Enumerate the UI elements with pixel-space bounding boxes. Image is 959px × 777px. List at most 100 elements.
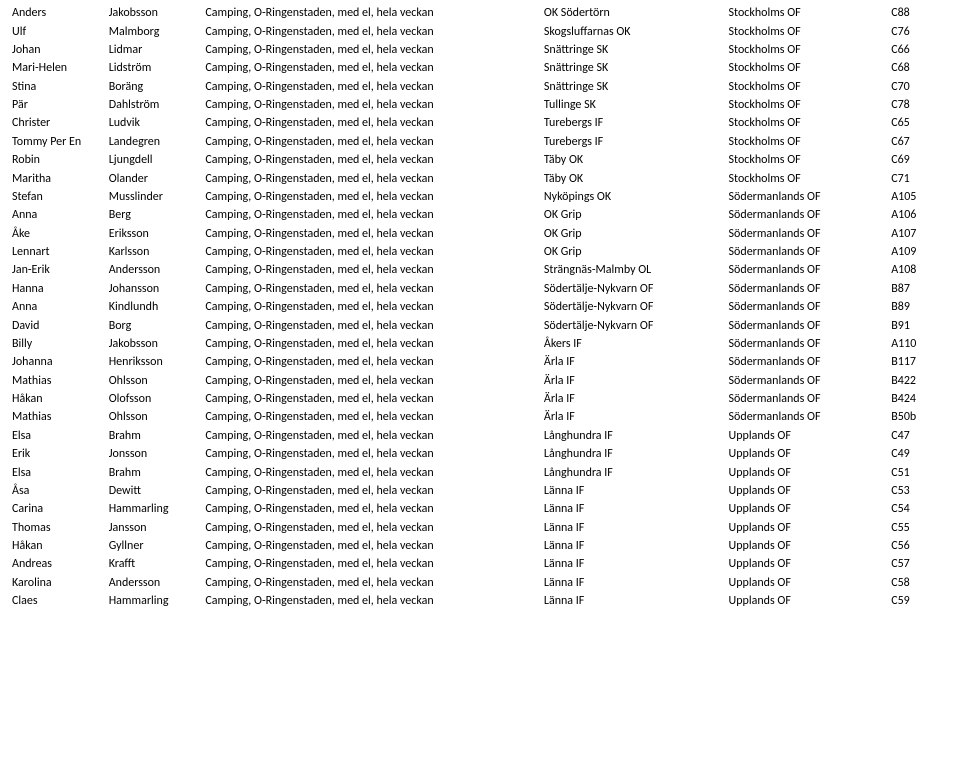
cell-description: Camping, O-Ringenstaden, med el, hela ve…: [201, 390, 540, 408]
cell-code: B87: [887, 280, 951, 298]
cell-description: Camping, O-Ringenstaden, med el, hela ve…: [201, 519, 540, 537]
cell-last-name: Olofsson: [105, 390, 202, 408]
cell-district: Upplands OF: [725, 445, 888, 463]
table-row: AnnaBergCamping, O-Ringenstaden, med el,…: [8, 206, 951, 224]
cell-code: C71: [887, 169, 951, 187]
cell-description: Camping, O-Ringenstaden, med el, hela ve…: [201, 372, 540, 390]
cell-district: Stockholms OF: [725, 22, 888, 40]
cell-description: Camping, O-Ringenstaden, med el, hela ve…: [201, 574, 540, 592]
cell-club: Långhundra IF: [540, 427, 725, 445]
cell-code: C68: [887, 59, 951, 77]
cell-district: Upplands OF: [725, 519, 888, 537]
cell-description: Camping, O-Ringenstaden, med el, hela ve…: [201, 592, 540, 610]
cell-club: Långhundra IF: [540, 445, 725, 463]
table-row: ÅkeErikssonCamping, O-Ringenstaden, med …: [8, 225, 951, 243]
cell-code: C88: [887, 4, 951, 22]
cell-district: Stockholms OF: [725, 78, 888, 96]
cell-first-name: Thomas: [8, 519, 105, 537]
cell-first-name: Mari-Helen: [8, 59, 105, 77]
cell-club: OK Grip: [540, 225, 725, 243]
cell-club: Länna IF: [540, 537, 725, 555]
cell-club: Strängnäs-Malmby OL: [540, 261, 725, 279]
cell-code: C58: [887, 574, 951, 592]
cell-description: Camping, O-Ringenstaden, med el, hela ve…: [201, 78, 540, 96]
cell-first-name: Johan: [8, 41, 105, 59]
cell-code: C70: [887, 78, 951, 96]
cell-district: Stockholms OF: [725, 133, 888, 151]
table-row: DavidBorgCamping, O-Ringenstaden, med el…: [8, 316, 951, 334]
cell-district: Södermanlands OF: [725, 372, 888, 390]
cell-district: Upplands OF: [725, 463, 888, 481]
cell-club: Ärla IF: [540, 390, 725, 408]
cell-club: Södertälje-Nykvarn OF: [540, 280, 725, 298]
cell-club: OK Grip: [540, 206, 725, 224]
cell-club: Ärla IF: [540, 372, 725, 390]
cell-club: OK Grip: [540, 243, 725, 261]
cell-last-name: Gyllner: [105, 537, 202, 555]
cell-district: Stockholms OF: [725, 4, 888, 22]
cell-district: Södermanlands OF: [725, 243, 888, 261]
cell-district: Södermanlands OF: [725, 261, 888, 279]
cell-code: C56: [887, 537, 951, 555]
cell-first-name: Carina: [8, 500, 105, 518]
cell-code: A110: [887, 335, 951, 353]
cell-district: Södermanlands OF: [725, 225, 888, 243]
cell-district: Stockholms OF: [725, 114, 888, 132]
table-row: StefanMusslinderCamping, O-Ringenstaden,…: [8, 188, 951, 206]
table-row: ElsaBrahmCamping, O-Ringenstaden, med el…: [8, 427, 951, 445]
cell-first-name: Elsa: [8, 463, 105, 481]
cell-district: Södermanlands OF: [725, 316, 888, 334]
table-row: HåkanOlofssonCamping, O-Ringenstaden, me…: [8, 390, 951, 408]
cell-last-name: Ljungdell: [105, 151, 202, 169]
table-row: PärDahlströmCamping, O-Ringenstaden, med…: [8, 96, 951, 114]
cell-code: B424: [887, 390, 951, 408]
cell-club: OK Södertörn: [540, 4, 725, 22]
cell-first-name: Claes: [8, 592, 105, 610]
cell-first-name: Lennart: [8, 243, 105, 261]
cell-first-name: Johanna: [8, 353, 105, 371]
cell-club: Södertälje-Nykvarn OF: [540, 298, 725, 316]
cell-first-name: Anna: [8, 298, 105, 316]
cell-district: Upplands OF: [725, 482, 888, 500]
cell-club: Skogsluffarnas OK: [540, 22, 725, 40]
table-row: Tommy Per EnLandegrenCamping, O-Ringenst…: [8, 133, 951, 151]
cell-club: Ärla IF: [540, 353, 725, 371]
table-row: ThomasJanssonCamping, O-Ringenstaden, me…: [8, 519, 951, 537]
cell-club: Länna IF: [540, 574, 725, 592]
cell-first-name: Mathias: [8, 372, 105, 390]
cell-district: Södermanlands OF: [725, 298, 888, 316]
table-row: StinaBorängCamping, O-Ringenstaden, med …: [8, 78, 951, 96]
table-row: AndreasKrafftCamping, O-Ringenstaden, me…: [8, 555, 951, 573]
cell-description: Camping, O-Ringenstaden, med el, hela ve…: [201, 151, 540, 169]
cell-club: Länna IF: [540, 555, 725, 573]
table-row: ChristerLudvikCamping, O-Ringenstaden, m…: [8, 114, 951, 132]
cell-first-name: Maritha: [8, 169, 105, 187]
cell-code: C49: [887, 445, 951, 463]
cell-first-name: Christer: [8, 114, 105, 132]
cell-first-name: Andreas: [8, 555, 105, 573]
cell-last-name: Andersson: [105, 574, 202, 592]
cell-last-name: Malmborg: [105, 22, 202, 40]
cell-last-name: Lidström: [105, 59, 202, 77]
cell-code: A109: [887, 243, 951, 261]
cell-first-name: Pär: [8, 96, 105, 114]
cell-district: Upplands OF: [725, 500, 888, 518]
cell-last-name: Landegren: [105, 133, 202, 151]
cell-district: Stockholms OF: [725, 41, 888, 59]
cell-description: Camping, O-Ringenstaden, med el, hela ve…: [201, 169, 540, 187]
cell-description: Camping, O-Ringenstaden, med el, hela ve…: [201, 206, 540, 224]
cell-district: Upplands OF: [725, 592, 888, 610]
table-row: ErikJonssonCamping, O-Ringenstaden, med …: [8, 445, 951, 463]
cell-club: Snättringe SK: [540, 59, 725, 77]
cell-district: Södermanlands OF: [725, 335, 888, 353]
cell-last-name: Borg: [105, 316, 202, 334]
cell-district: Södermanlands OF: [725, 280, 888, 298]
cell-description: Camping, O-Ringenstaden, med el, hela ve…: [201, 243, 540, 261]
cell-club: Snättringe SK: [540, 78, 725, 96]
cell-description: Camping, O-Ringenstaden, med el, hela ve…: [201, 408, 540, 426]
table-row: Jan-ErikAnderssonCamping, O-Ringenstaden…: [8, 261, 951, 279]
cell-club: Tullinge SK: [540, 96, 725, 114]
cell-club: Länna IF: [540, 592, 725, 610]
cell-club: Långhundra IF: [540, 463, 725, 481]
cell-district: Upplands OF: [725, 574, 888, 592]
